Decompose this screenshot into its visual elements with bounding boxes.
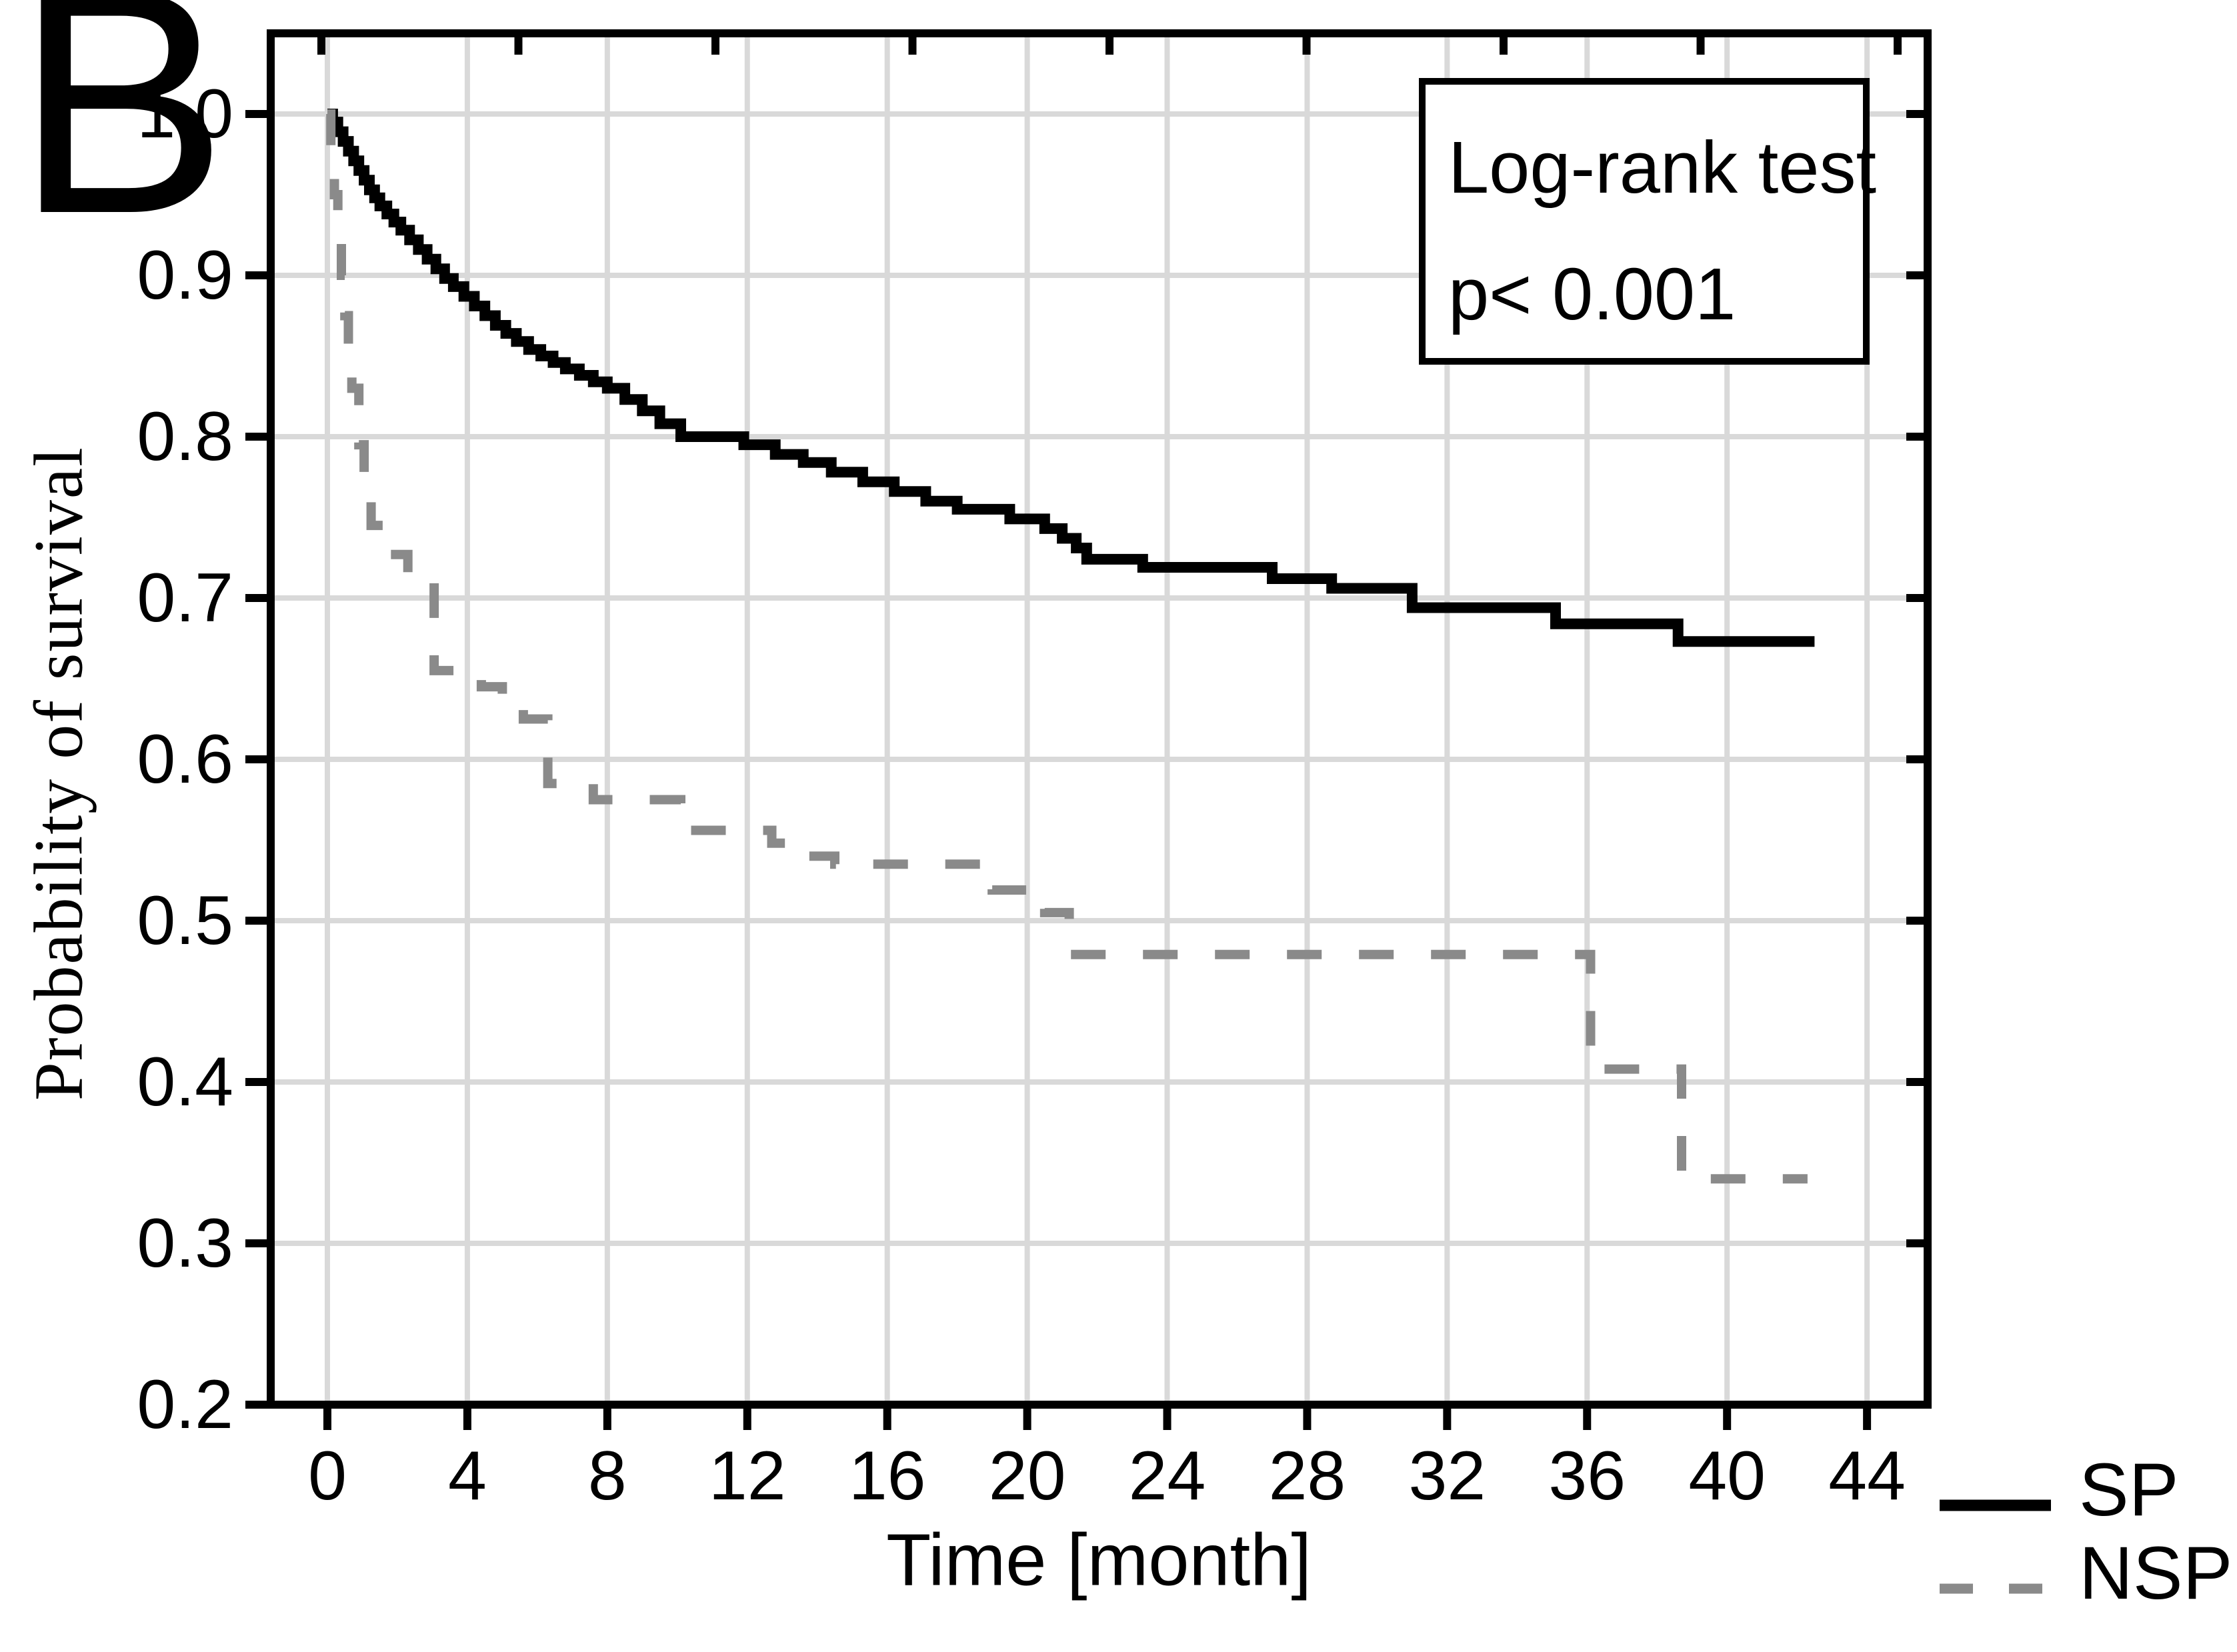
x-tick-label: 8 xyxy=(587,1437,627,1515)
y-tick-label: 0.7 xyxy=(137,559,233,637)
legend-item-nsp: NSP xyxy=(1927,1530,2237,1617)
x-tick-label: 12 xyxy=(708,1437,786,1515)
x-axis-title: Time [month] xyxy=(886,1519,1312,1601)
legend-item-sp: SP xyxy=(1927,1447,2237,1533)
x-tick-label: 4 xyxy=(447,1437,487,1515)
curve-nsp xyxy=(326,109,1808,1184)
y-tick-label: 0.3 xyxy=(137,1205,233,1282)
x-tick-label: 24 xyxy=(1128,1437,1206,1515)
x-tick-label: 0 xyxy=(308,1437,347,1515)
logrank-pvalue: p< 0.001 xyxy=(1448,253,1736,335)
y-tick-label: 0.5 xyxy=(137,882,233,959)
y-tick-label: 0.9 xyxy=(137,237,233,314)
y-tick-label: 0.8 xyxy=(137,398,233,475)
nsp-line-sample xyxy=(1940,1583,2051,1594)
x-tick-label: 20 xyxy=(988,1437,1066,1515)
logrank-test-label: Log-rank test xyxy=(1448,127,1877,209)
curve-sp xyxy=(327,109,1815,647)
y-tick-label: 1.0 xyxy=(137,75,233,153)
y-tick-label: 0.2 xyxy=(137,1366,233,1443)
legend: SP NSP xyxy=(1927,1447,2237,1647)
x-tick-label: 16 xyxy=(848,1437,926,1515)
x-tick-label: 32 xyxy=(1408,1437,1486,1515)
y-tick-label: 0.6 xyxy=(137,721,233,798)
x-tick-label: 28 xyxy=(1268,1437,1346,1515)
logrank-annotation-box: Log-rank test p< 0.001 xyxy=(1419,78,1877,365)
sp-line-sample xyxy=(1940,1499,2051,1511)
x-tick-label: 36 xyxy=(1548,1437,1626,1515)
x-tick-label: 44 xyxy=(1828,1437,1906,1515)
x-tick-label: 40 xyxy=(1688,1437,1766,1515)
y-tick-label: 0.4 xyxy=(137,1043,233,1121)
plot-border xyxy=(267,29,1932,1409)
legend-label-sp: SP xyxy=(2079,1448,2179,1531)
legend-label-nsp: NSP xyxy=(2079,1531,2233,1615)
panel-label: B xyxy=(15,0,229,280)
